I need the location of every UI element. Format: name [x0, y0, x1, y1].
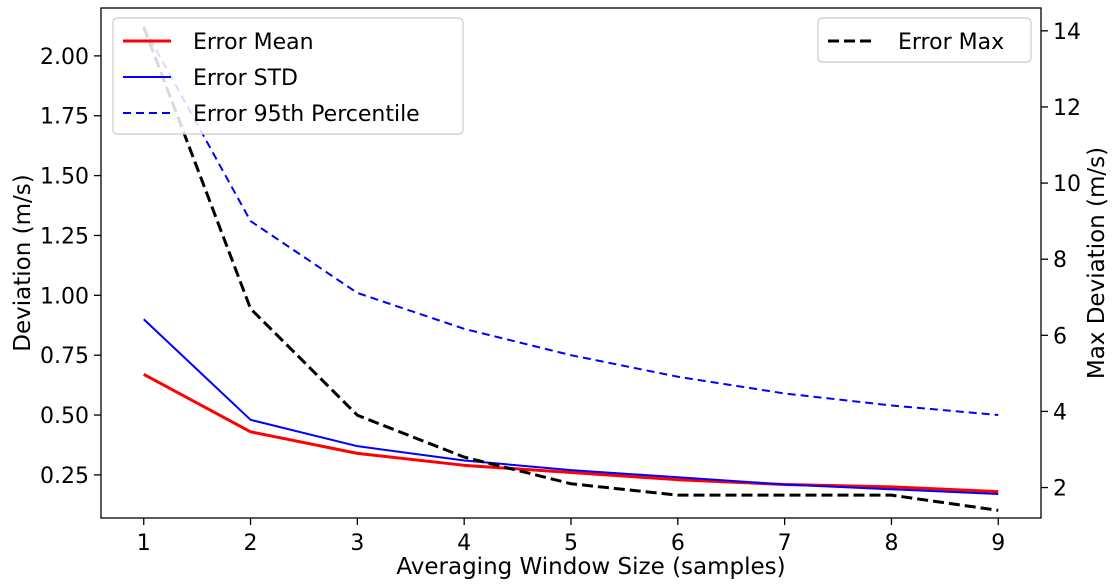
- series-line-error-std: [143, 318, 999, 496]
- legend-top-left: Error Mean Error STD Error 95th Percentile: [112, 17, 464, 135]
- series-line-error-95th-percentile: [142, 26, 999, 417]
- y-tick-label: 1.25: [40, 224, 89, 249]
- x-tick-label: 2: [244, 531, 258, 556]
- y2-axis-label: Max Deviation (m/s): [1084, 147, 1110, 379]
- y2-tick-label: 4: [1053, 400, 1067, 425]
- y-tick-label: 0.50: [40, 404, 89, 429]
- x-tick-label: 8: [884, 531, 898, 556]
- y2-tick-label: 2: [1053, 477, 1067, 502]
- y-tick-label: 1.50: [40, 165, 89, 190]
- x-tick-label: 3: [350, 531, 364, 556]
- x-tick-label: 6: [671, 531, 685, 556]
- legend-label: Error STD: [193, 66, 298, 91]
- legend-label: Error Mean: [193, 30, 314, 55]
- x-axis-label: Averaging Window Size (samples): [396, 554, 785, 580]
- y2-tick-label: 12: [1053, 96, 1081, 121]
- legend-box: [817, 17, 1032, 63]
- series-line-error-mean: [143, 373, 999, 494]
- y-axis-label: Deviation (m/s): [10, 174, 36, 351]
- y-tick-label: 1.00: [40, 284, 89, 309]
- y-tick-label: 1.75: [40, 105, 89, 130]
- x-tick-label: 1: [137, 531, 151, 556]
- legend-box: [112, 17, 464, 135]
- x-tick-label: 4: [457, 531, 471, 556]
- series-line-error-max: [142, 26, 999, 512]
- y2-tick-label: 10: [1053, 172, 1081, 197]
- y-tick-label: 0.75: [40, 344, 89, 369]
- y2-tick-label: 8: [1053, 248, 1067, 273]
- y-tick-label: 0.25: [40, 464, 89, 489]
- legend-label: Error Max: [898, 30, 1004, 55]
- x-tick-label: 7: [778, 531, 792, 556]
- y2-tick-label: 14: [1053, 20, 1081, 45]
- y-tick-label: 2.00: [40, 45, 89, 70]
- legend-layer: Error Mean Error STD Error 95th Percentile…: [112, 17, 1032, 135]
- legend-label: Error 95th Percentile: [193, 102, 420, 127]
- x-tick-label: 5: [564, 531, 578, 556]
- series-layer: [142, 26, 999, 512]
- y2-tick-label: 6: [1053, 324, 1067, 349]
- x-tick-label: 9: [991, 531, 1005, 556]
- axes-layer: 1 2 3 4 5 6 7 8 90.250.500.751.001.251.501.752.0…: [10, 7, 1110, 580]
- legend-top-right: Error Max: [817, 17, 1032, 63]
